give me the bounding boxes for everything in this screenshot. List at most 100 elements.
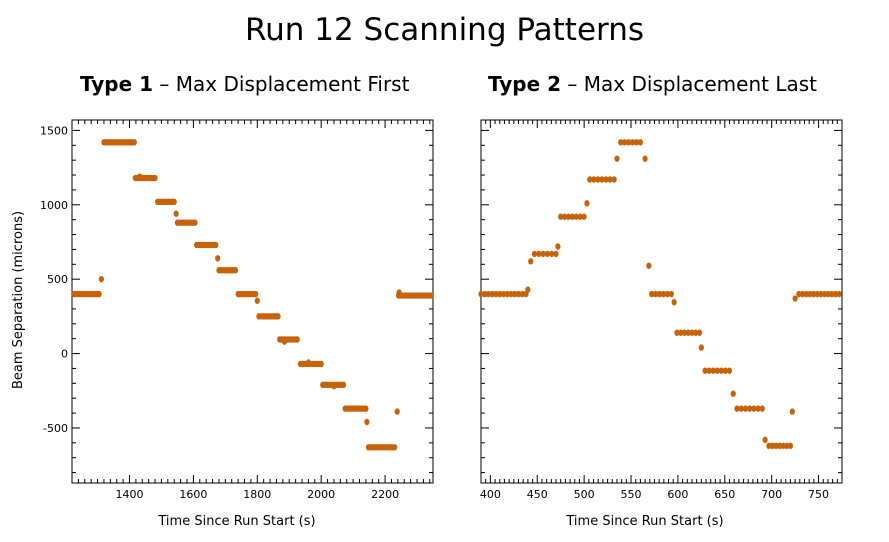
chart2-data-point (674, 329, 680, 336)
chart2-data-point (660, 290, 667, 298)
chart2-data-point (789, 408, 795, 415)
chart2-data-point (549, 250, 555, 258)
chart2-data-point (540, 250, 546, 258)
chart2-data-point (584, 200, 590, 207)
chart2-data-point (751, 405, 757, 412)
chart2-data-point (500, 290, 507, 298)
chart2-data-point (810, 290, 817, 298)
chart1-plot: 1400 1600 1800 2000 2200 -500 0 500 1000 1500 (40, 119, 435, 501)
chart2-data-point (780, 442, 786, 450)
chart1-x-tick-label: 2000 (307, 488, 335, 501)
chart2-x-tick-label: 750 (808, 488, 829, 501)
chart2-data-point (799, 290, 806, 298)
chart2-data-point (633, 139, 640, 146)
chart2-subtitle-bold: Type 2 (488, 72, 562, 96)
chart2-data-point (825, 290, 831, 298)
chart2-data-point (614, 155, 620, 162)
chart1-data-point (392, 444, 398, 451)
chart2-data-point (738, 405, 744, 412)
chart2-data-point (478, 290, 484, 298)
chart2-data-point (681, 329, 688, 336)
chart2-data-point (698, 344, 704, 351)
chart2-data-point (489, 290, 495, 298)
chart2-data-point (784, 442, 790, 450)
chart1-data-point (254, 297, 260, 304)
chart2-x-tick-label: 450 (527, 488, 548, 501)
chart2-data-point (536, 250, 542, 258)
chart2-x-tick-label: 400 (480, 488, 501, 501)
chart1-data-point (192, 219, 198, 226)
chart1-data-point (98, 275, 104, 283)
chart1-data-point (364, 418, 370, 426)
chart2-data-point (829, 290, 835, 298)
chart2-data-point (577, 213, 583, 220)
chart2-data-point (742, 405, 749, 412)
chart1-x-tick-label: 1600 (179, 488, 207, 501)
chart1-y-tick-label: 1000 (40, 199, 68, 212)
chart2-data-point (637, 139, 644, 146)
page-title: Run 12 Scanning Patterns (244, 12, 645, 48)
chart2-data-point (622, 139, 628, 146)
chart1-x-tick-label: 1400 (116, 488, 144, 501)
chart2-data-point (485, 290, 492, 298)
chart2-data-point (726, 367, 733, 374)
chart1-data-point (340, 381, 347, 389)
chart1-subtitle-bold: Type 1 (80, 72, 154, 96)
chart2-data-point (603, 176, 609, 183)
chart1-data-point (275, 313, 281, 320)
chart1-data-point (396, 289, 402, 296)
chart1-subtitle-rest: – Max Displacement First (153, 72, 410, 96)
chart2-data-point (482, 290, 488, 298)
chart2-x-tick-label: 550 (621, 488, 642, 501)
chart2-data-point (508, 290, 514, 298)
chart2-data-point (558, 213, 564, 220)
chart2-data-point (611, 176, 617, 183)
chart2-data-point (734, 405, 740, 412)
chart1-data-point (281, 338, 288, 345)
chart2-data-point (642, 155, 648, 162)
chart1-data-point (294, 336, 300, 343)
chart2-data-point (629, 139, 636, 146)
chart2-data-point (656, 290, 663, 298)
chart2-data-point (569, 213, 576, 220)
chart2-data-point (544, 250, 550, 258)
chart2-data-point (562, 213, 568, 220)
chart1-data-point (394, 408, 400, 415)
chart2-data-point (646, 262, 652, 269)
chart1-data-point (363, 405, 369, 412)
chart2-data-point (777, 442, 783, 450)
chart2-data-point (591, 176, 597, 183)
chart2-data-point (504, 290, 510, 298)
chart2-data-point (702, 367, 708, 374)
chart1-y-axis-title: Beam Separation (microns) (11, 211, 26, 389)
chart2-data-point (515, 290, 522, 298)
chart1-data-point (215, 255, 221, 262)
chart1-x-tick-label: 2200 (371, 488, 399, 501)
chart1-data-point (171, 198, 177, 206)
chart2-data-point (762, 436, 768, 444)
chart2-data-point (836, 290, 842, 298)
chart1-data-point (96, 290, 102, 298)
chart1-y-tick-label: 500 (47, 273, 68, 286)
chart2-data-point (595, 176, 601, 183)
chart2-data-point (652, 290, 659, 298)
chart2-x-tick-label: 700 (761, 488, 782, 501)
chart2-data-point (565, 213, 572, 220)
chart2-data-point (587, 176, 593, 183)
chart2-data-point (528, 258, 534, 265)
chart2-data-point (796, 290, 802, 298)
chart2-data-point (671, 299, 677, 306)
chart1-data-point (305, 359, 312, 366)
chart2-data-point (755, 405, 761, 412)
chart2-data-point (618, 139, 624, 146)
chart1-data-point (331, 383, 337, 390)
chart2-data-point (706, 367, 712, 374)
chart2-data-point (497, 290, 503, 298)
chart2-data-point (803, 290, 809, 298)
chart2-data-point (821, 290, 828, 298)
chart2-data-point (710, 367, 716, 374)
chart2-data-point (685, 329, 691, 336)
chart2-x-tick-label: 500 (574, 488, 595, 501)
chart2-data-point (553, 250, 559, 258)
chart2-data-point (807, 290, 813, 298)
